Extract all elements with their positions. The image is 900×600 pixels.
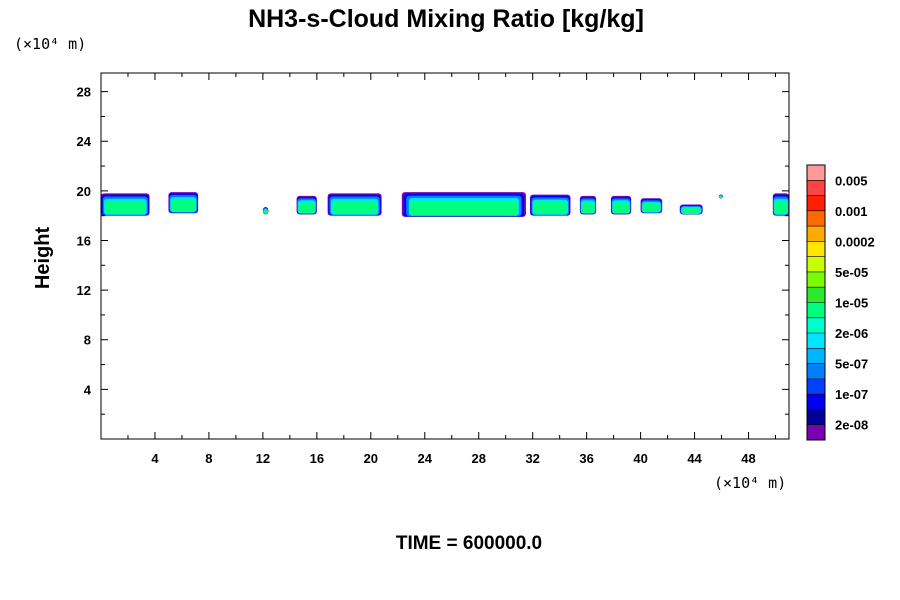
plot-frame (100, 72, 790, 440)
cloud-layer (612, 202, 630, 214)
x-tick-label: 20 (364, 451, 378, 466)
cloud-layer (105, 201, 146, 215)
cloud-patch (262, 206, 269, 215)
cloud-layer (681, 208, 701, 214)
y-tick-label: 12 (77, 283, 91, 298)
x-tick-label: 36 (579, 451, 593, 466)
colorbar-swatch (807, 348, 825, 365)
x-tick-label: 48 (741, 451, 755, 466)
x-tick-label: 32 (525, 451, 539, 466)
chart-title: NH3-s-Cloud Mixing Ratio [kg/kg] (248, 5, 644, 33)
plot-area (101, 192, 789, 217)
cloud-patch (718, 194, 723, 199)
x-tick-label: 24 (418, 451, 433, 466)
cloud-layer (642, 203, 661, 213)
y-axis-label: Height (32, 227, 54, 290)
cloud-patch (168, 192, 199, 214)
colorbar-swatch (807, 378, 825, 395)
colorbar-label: 1e-05 (835, 296, 868, 311)
colorbar-label: 2e-08 (835, 418, 868, 433)
cloud-patch (772, 193, 789, 216)
cloud-patch (401, 192, 526, 217)
x-tick-label: 8 (205, 451, 212, 466)
x-unit-label: (×10⁴ m) (714, 474, 786, 492)
colorbar-swatch (807, 333, 825, 349)
colorbar-swatch (807, 241, 825, 258)
colorbar-label: 0.001 (835, 204, 868, 219)
colorbar: 0.005 0.001 0.0002 5e-05 1e-05 2e-06 5e-07 1e-0… (806, 164, 875, 441)
cloud-layer (719, 195, 723, 199)
x-tick-label: 12 (256, 451, 270, 466)
cloud-patch (679, 204, 703, 215)
colorbar-swatch (807, 424, 825, 441)
cloud-patch (296, 195, 317, 215)
colorbar-swatch (807, 409, 825, 426)
colorbar-label: 5e-05 (835, 265, 868, 280)
y-tick-label: 16 (77, 233, 91, 248)
cloud-layer (171, 199, 196, 212)
y-tick-label: 28 (77, 85, 91, 100)
colorbar-label: 2e-06 (835, 326, 868, 341)
y-tick-label: 4 (84, 382, 92, 397)
cloud-layer (332, 201, 377, 215)
cloud-patch (640, 198, 663, 214)
x-tick-label: 16 (310, 451, 324, 466)
colorbar-swatch (807, 180, 825, 196)
x-tick-label: 4 (151, 451, 159, 466)
cloud-layer (533, 202, 567, 215)
y-unit-label: (×10⁴ m) (14, 35, 86, 53)
colorbar-swatch (807, 165, 825, 181)
cloud-patch (529, 194, 571, 216)
colorbar-swatch (807, 271, 825, 288)
colorbar-swatch (807, 287, 825, 303)
y-tick-label: 24 (77, 134, 92, 149)
cloud-layer (774, 201, 788, 215)
colorbar-swatch (807, 317, 825, 334)
colorbar-swatch (807, 394, 825, 410)
colorbar-swatch (807, 210, 825, 227)
colorbar-swatch (807, 363, 825, 380)
colorbar-swatch (807, 302, 825, 319)
x-axis: 4 8 12 16 20 24 28 32 36 40 44 48 (127, 73, 777, 466)
y-tick-label: 8 (84, 333, 91, 348)
cloud-patch (610, 195, 632, 215)
colorbar-label: 5e-07 (835, 357, 868, 372)
colorbar-swatch (807, 226, 825, 242)
colorbar-label: 0.005 (835, 173, 868, 188)
cloud-layer (263, 209, 268, 214)
cloud-layer (581, 202, 595, 214)
colorbar-swatch (807, 195, 825, 212)
cloud-patch (579, 195, 597, 215)
time-label: TIME = 600000.0 (396, 533, 542, 554)
cloud-layer (409, 201, 518, 216)
colorbar-swatch (807, 256, 825, 273)
cloud-layer (298, 202, 316, 214)
x-tick-label: 28 (471, 451, 485, 466)
x-tick-label: 44 (687, 451, 702, 466)
cloud-patch (101, 193, 150, 216)
colorbar-label: 1e-07 (835, 387, 868, 402)
y-axis: 4 8 12 16 20 24 28 (77, 85, 789, 415)
y-tick-label: 20 (77, 184, 91, 199)
colorbar-label: 0.0002 (835, 234, 875, 249)
x-tick-label: 40 (633, 451, 647, 466)
cloud-patch (327, 193, 382, 216)
